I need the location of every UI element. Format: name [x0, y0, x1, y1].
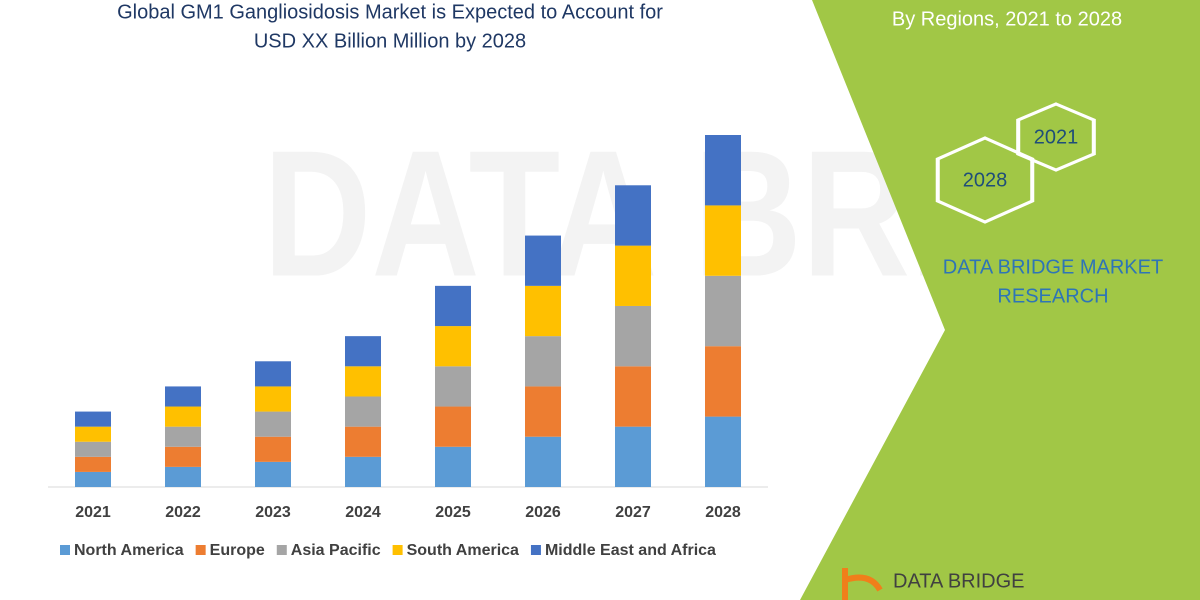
bar-segment [705, 205, 741, 276]
bar-segment [75, 456, 111, 472]
bar-segment [255, 361, 291, 387]
logo-text: DATA BRIDGE [893, 570, 1025, 592]
bar-segment [165, 466, 201, 487]
legend-label: Asia Pacific [291, 542, 381, 559]
bar-segment [705, 135, 741, 206]
legend-label: Europe [210, 542, 265, 559]
x-tick-label: 2021 [75, 504, 111, 521]
bar-segment [255, 386, 291, 412]
bar-segment [525, 386, 561, 437]
x-tick-label: 2026 [525, 504, 561, 521]
bar-segment [345, 336, 381, 367]
brand-text: DATA BRIDGE MARKET [943, 256, 1163, 278]
bar-segment [435, 326, 471, 367]
bar-segment [345, 396, 381, 427]
side-panel [800, 0, 1200, 600]
legend-swatch [60, 545, 70, 555]
x-tick-label: 2027 [615, 504, 651, 521]
bar-segment [345, 426, 381, 457]
x-tick-label: 2024 [345, 504, 381, 521]
bar-segment [615, 366, 651, 427]
bar-segment [165, 426, 201, 447]
bar-segment [255, 436, 291, 462]
bar-segment [75, 441, 111, 457]
bar-segment [75, 471, 111, 487]
legend-swatch [195, 545, 206, 555]
bar-segment [435, 446, 471, 487]
bar-segment [165, 386, 201, 407]
hex-label: 2021 [1034, 126, 1079, 148]
x-tick-label: 2022 [165, 504, 201, 521]
x-tick-label: 2025 [435, 504, 471, 521]
brand-text: RESEARCH [997, 285, 1108, 307]
chart-title: Global GM1 Gangliosidosis Market is Expe… [117, 1, 663, 23]
hexagon [935, 136, 1035, 224]
x-tick-label: 2023 [255, 504, 291, 521]
bar-segment [435, 366, 471, 407]
bar-segment [75, 426, 111, 442]
chart-title: USD XX Billion Million by 2028 [254, 30, 526, 52]
hex-label: 2028 [963, 169, 1008, 191]
bar-segment [165, 406, 201, 427]
bar-segment [255, 411, 291, 437]
bar-segment [705, 416, 741, 487]
legend-label: Middle East and Africa [545, 542, 716, 559]
bar-segment [525, 336, 561, 387]
legend-swatch [276, 545, 287, 555]
bar-segment [525, 235, 561, 286]
logo-mark [842, 568, 883, 600]
bar-segment [615, 305, 651, 367]
bar-segment [705, 275, 741, 347]
bar-segment [75, 411, 111, 427]
bar-segment [615, 185, 651, 246]
legend-label: South America [407, 542, 519, 559]
bar-segment [255, 461, 291, 487]
bar-segment [435, 406, 471, 447]
bar-segment [615, 426, 651, 487]
hexagon [1016, 102, 1096, 172]
legend-swatch [530, 545, 541, 555]
bar-segment [615, 245, 651, 306]
panel-subtitle: By Regions, 2021 to 2028 [892, 8, 1122, 30]
x-tick-label: 2028 [705, 504, 741, 521]
bar-segment [165, 446, 201, 467]
legend-label: North America [74, 542, 184, 559]
bar-segment [525, 436, 561, 487]
bar-segment [525, 285, 561, 337]
bar-segment [705, 346, 741, 417]
bar-segment [435, 285, 471, 327]
bar-segment [345, 366, 381, 397]
legend-swatch [392, 545, 403, 555]
bar-segment [345, 456, 381, 487]
